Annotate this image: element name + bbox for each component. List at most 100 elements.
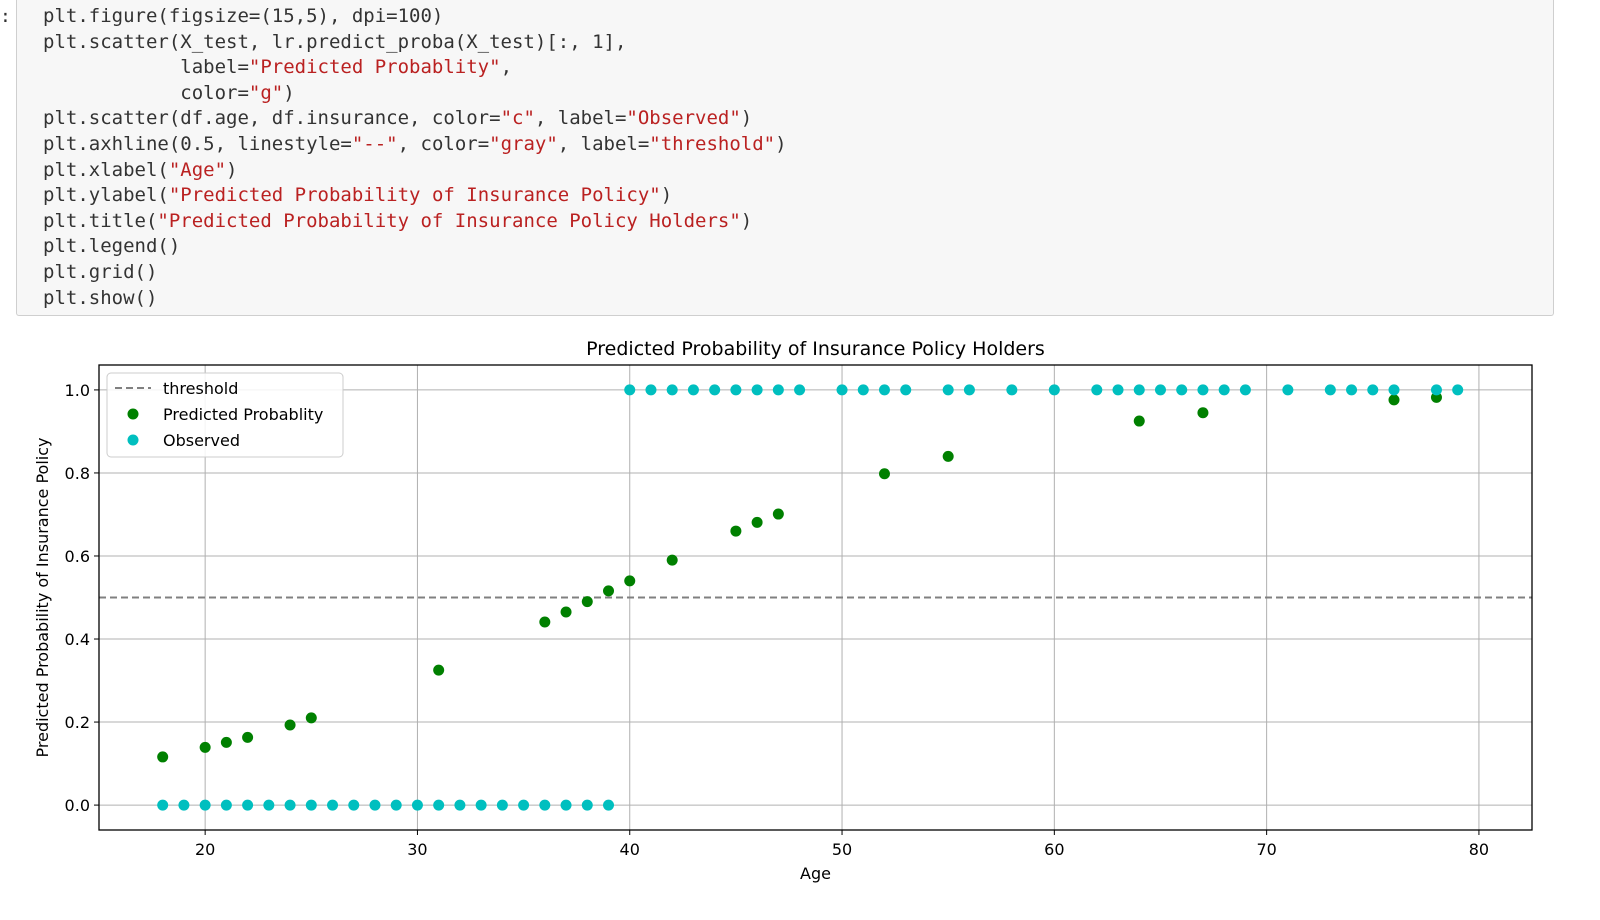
code-line: plt.grid(): [43, 260, 787, 286]
observed-point: [900, 384, 912, 396]
x-tick-label: 70: [1256, 840, 1276, 859]
code-line: plt.scatter(X_test, lr.predict_proba(X_t…: [43, 30, 787, 56]
observed-point: [1112, 384, 1124, 396]
code-string-token: "c": [500, 107, 535, 130]
observed-point: [645, 384, 657, 396]
predicted-probability-point: [433, 664, 445, 676]
observed-point: [1346, 384, 1358, 396]
code-string-token: "Observed": [626, 107, 741, 130]
legend-threshold-label: threshold: [163, 379, 238, 398]
code-token: ): [740, 209, 753, 232]
y-tick-label: 0.6: [65, 547, 90, 566]
code-string-token: "gray": [489, 132, 558, 155]
code-token: label=: [43, 56, 249, 79]
code-line: plt.show(): [43, 286, 787, 312]
code-line: plt.legend(): [43, 234, 787, 260]
y-tick-label: 0.8: [65, 464, 90, 483]
y-tick-label: 0.4: [65, 630, 90, 649]
observed-point: [772, 384, 784, 396]
code-token: plt.ylabel(: [43, 184, 169, 207]
predicted-probability-point: [666, 554, 678, 566]
observed-point: [794, 384, 806, 396]
code-token: ): [283, 81, 295, 104]
observed-point: [433, 799, 445, 811]
observed-point: [1388, 384, 1400, 396]
code-token: plt.legend(): [43, 235, 181, 258]
code-token: ,: [500, 56, 513, 79]
predicted-probability-point: [878, 468, 890, 480]
observed-point: [1218, 384, 1230, 396]
observed-point: [496, 799, 508, 811]
observed-point: [624, 384, 636, 396]
predicted-probability-point: [305, 712, 317, 724]
predicted-probability-point: [157, 751, 169, 763]
code-token: plt.xlabel(: [43, 158, 169, 181]
code-string-token: "g": [248, 81, 284, 104]
predicted-probability-point: [1133, 415, 1145, 427]
x-tick-label: 60: [1044, 840, 1064, 859]
observed-point: [1176, 384, 1188, 396]
observed-point: [878, 384, 890, 396]
observed-point: [581, 799, 593, 811]
y-tick-label: 1.0: [65, 381, 90, 400]
y-axis-label: Predicted Probability of Insurance Polic…: [33, 438, 52, 758]
observed-point: [1048, 384, 1060, 396]
predicted-probability-point: [1388, 394, 1400, 406]
code-line: plt.figure(figsize=(15,5), dpi=100): [43, 4, 787, 30]
code-string-token: "Age": [168, 158, 227, 181]
x-tick-label: 80: [1469, 840, 1489, 859]
observed-point: [942, 384, 954, 396]
observed-point: [369, 799, 381, 811]
scatter-chart: 20 30 40 50 60 70 80 0.0 0.2 0.4 0.6 0.8 1.0 Predicte…: [33, 338, 1533, 883]
code-token: plt.scatter(X_test, lr.predict_proba(X_t…: [43, 30, 627, 53]
predicted-probability-point: [199, 741, 211, 753]
observed-point: [1133, 384, 1145, 396]
observed-point: [1282, 384, 1294, 396]
observed-point: [199, 799, 211, 811]
observed-point: [475, 799, 487, 811]
code-line: plt.title("Predicted Probability of Insu…: [43, 209, 787, 235]
code-line: plt.ylabel("Predicted Probability of Ins…: [43, 183, 787, 209]
observed-point: [157, 799, 169, 811]
observed-point: [263, 799, 275, 811]
predicted-probability-point: [284, 719, 296, 731]
code-token: ): [660, 184, 673, 207]
observed-point: [1091, 384, 1103, 396]
cell-prompt-marker: :: [0, 6, 11, 27]
predicted-probability-point: [581, 596, 593, 608]
observed-point: [518, 799, 530, 811]
observed-point: [1197, 384, 1209, 396]
observed-point: [1006, 384, 1018, 396]
code-token: plt.show(): [43, 286, 158, 309]
x-tick-label: 20: [195, 840, 215, 859]
predicted-probability-point: [242, 731, 254, 743]
code-token: plt.figure(figsize=(15,5), dpi=100): [43, 5, 444, 27]
predicted-probability-point: [1197, 407, 1209, 419]
code-line: plt.axhline(0.5, linestyle="--", color="…: [43, 132, 787, 158]
code-token: , color=: [397, 132, 490, 155]
observed-point: [284, 799, 296, 811]
legend-series-swatch: [127, 408, 139, 420]
predicted-probability-point: [539, 616, 551, 628]
code-editor[interactable]: plt.figure(figsize=(15,5), dpi=100) plt.s…: [43, 4, 787, 311]
observed-point: [751, 384, 763, 396]
observed-point: [539, 799, 551, 811]
code-token: , label=: [557, 132, 650, 155]
observed-point: [1430, 384, 1442, 396]
legend-series-swatch: [127, 434, 139, 446]
code-token: , label=: [534, 107, 627, 130]
observed-point: [1452, 384, 1464, 396]
predicted-probability-point: [772, 508, 784, 520]
code-token: ): [740, 107, 753, 130]
code-cell[interactable]: plt.figure(figsize=(15,5), dpi=100) plt.s…: [16, 0, 1554, 316]
observed-point: [220, 799, 232, 811]
observed-point: [411, 799, 423, 811]
x-tick-label: 30: [407, 840, 427, 859]
code-string-token: "threshold": [649, 132, 776, 155]
observed-point: [390, 799, 402, 811]
code-string-token: "--": [351, 132, 398, 155]
code-token: plt.scatter(df.age, df.insurance, color=: [43, 107, 501, 130]
observed-point: [963, 384, 975, 396]
observed-point: [857, 384, 869, 396]
observed-point: [1367, 384, 1379, 396]
